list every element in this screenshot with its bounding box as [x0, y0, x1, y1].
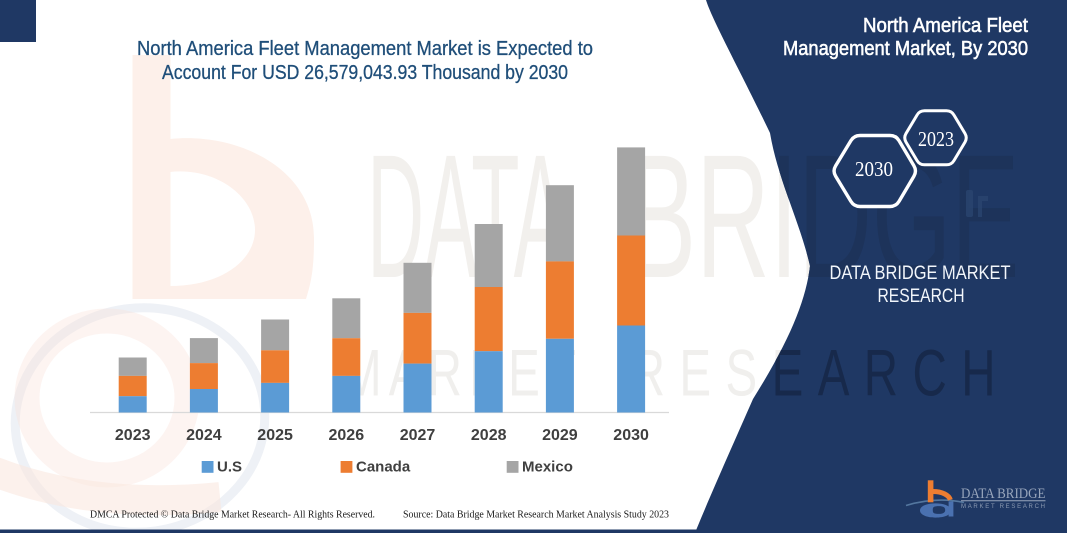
svg-text:Source: Data Bridge Market Res: Source: Data Bridge Market Research Mark… [403, 509, 669, 521]
svg-text:RESEARCH: RESEARCH [878, 286, 965, 307]
svg-text:DATA: DATA [367, 117, 566, 314]
svg-text:Account For USD 26,579,043.93: Account For USD 26,579,043.93 Thousand b… [162, 62, 568, 84]
svg-text:2030: 2030 [855, 157, 893, 181]
svg-text:2023: 2023 [918, 127, 954, 151]
svg-text:2025: 2025 [257, 427, 293, 444]
svg-text:2027: 2027 [400, 427, 436, 444]
svg-text:U.S: U.S [217, 459, 242, 476]
svg-text:DATA BRIDGE: DATA BRIDGE [961, 486, 1046, 502]
svg-text:Management Market, By 2030: Management Market, By 2030 [783, 38, 1028, 60]
svg-text:2024: 2024 [186, 427, 222, 444]
svg-text:2023: 2023 [115, 427, 151, 444]
svg-text:MARKET: MARKET [342, 337, 583, 410]
svg-text:2029: 2029 [542, 427, 578, 444]
svg-text:DMCA Protected © Data Bridge M: DMCA Protected © Data Bridge Market Rese… [90, 509, 375, 521]
svg-text:DATA BRIDGE MARKET: DATA BRIDGE MARKET [830, 263, 1011, 284]
svg-text:North America Fleet Management: North America Fleet Management Market is… [137, 38, 593, 60]
svg-text:2026: 2026 [329, 427, 365, 444]
svg-text:North America Fleet: North America Fleet [863, 15, 1028, 37]
svg-text:Canada: Canada [356, 459, 411, 476]
svg-text:2028: 2028 [471, 427, 507, 444]
svg-text:MARKET RESEARCH: MARKET RESEARCH [961, 504, 1045, 510]
svg-text:Mexico: Mexico [522, 459, 573, 476]
svg-text:2030: 2030 [613, 427, 649, 444]
